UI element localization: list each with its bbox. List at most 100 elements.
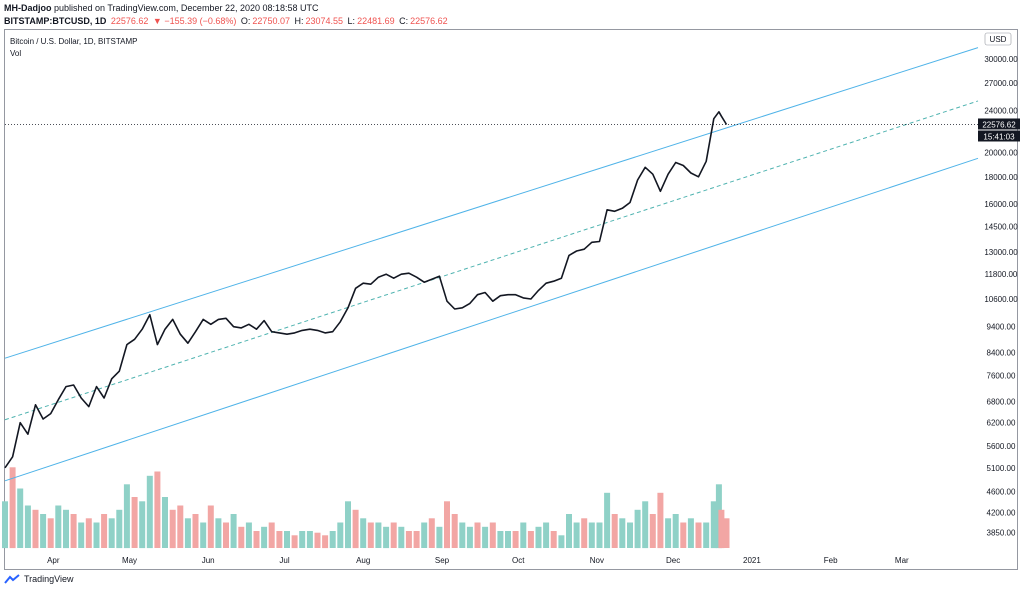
volume-bar: [261, 526, 268, 549]
author-name[interactable]: MH-Dadjoo: [4, 3, 52, 13]
volume-bar: [238, 526, 245, 549]
volume-bar: [680, 522, 687, 548]
volume-bar: [9, 467, 16, 549]
volume-bar: [497, 531, 504, 548]
volume-bar: [573, 522, 580, 548]
volume-bar: [184, 518, 191, 548]
volume-bar: [93, 522, 100, 548]
volume-bar: [253, 531, 260, 548]
volume-bar: [604, 492, 611, 549]
volume-bar: [131, 497, 138, 548]
volume-bar: [466, 526, 473, 549]
volume-bar: [116, 509, 123, 549]
volume-bar: [489, 522, 496, 548]
volume-bar: [352, 509, 359, 549]
volume-bar: [268, 522, 275, 548]
volume-bar: [337, 522, 344, 548]
volume-bar: [329, 531, 336, 548]
price-line: [4, 111, 728, 469]
volume-bar: [367, 522, 374, 548]
volume-bar: [566, 514, 572, 548]
volume-bar: [398, 526, 405, 549]
volume-bar: [451, 514, 458, 548]
volume-bars: [2, 467, 730, 549]
volume-bar: [169, 509, 176, 549]
volume-bar: [139, 501, 146, 549]
tradingview-logo-icon: [4, 574, 20, 584]
channel-upper-line: [4, 47, 979, 359]
volume-bar: [596, 522, 603, 548]
volume-bar: [543, 522, 550, 548]
chart-legend: Bitcoin / U.S. Dollar, 1D, BITSTAMP Vol: [10, 36, 137, 60]
volume-bar: [649, 514, 656, 548]
volume-bar: [375, 522, 382, 548]
legend-title: Bitcoin / U.S. Dollar, 1D, BITSTAMP: [10, 37, 138, 46]
regression-channel[interactable]: [4, 47, 979, 482]
symbol-label: BITSTAMP:BTCUSD, 1D: [4, 16, 107, 26]
legend-volume: Vol: [10, 49, 22, 58]
volume-bar: [588, 522, 595, 548]
volume-bar: [413, 531, 420, 548]
volume-bar: [322, 535, 329, 549]
volume-bar: [78, 522, 85, 548]
volume-bar: [123, 484, 130, 549]
price-tick-label: 4600.00: [987, 488, 1016, 497]
chart-header: MH-Dadjoo published on TradingView.com, …: [4, 2, 450, 28]
price-tick-label: 8400.00: [987, 349, 1016, 358]
last-price-tag-value: 22576.62: [982, 120, 1016, 129]
price-tick-label: 30000.00: [984, 55, 1018, 64]
time-tick-label: Mar: [895, 556, 909, 565]
price-tick-label: 27000.00: [984, 79, 1018, 88]
volume-bar: [63, 509, 69, 549]
price-tick-label: 20000.00: [984, 149, 1018, 158]
price-axis[interactable]: 30000.00 27000.00 24000.00 20000.00 18000.00…: [984, 55, 1018, 538]
volume-bar: [101, 514, 108, 548]
volume-bar: [32, 509, 39, 549]
countdown-value: 15:41:03: [983, 132, 1015, 141]
volume-bar: [444, 501, 450, 549]
volume-bar: [390, 522, 397, 548]
price-tick-label: 9400.00: [987, 323, 1016, 332]
volume-bar: [665, 518, 672, 548]
volume-bar: [512, 531, 519, 548]
volume-bar: [627, 522, 633, 548]
price-tick-label: 3850.00: [987, 529, 1016, 538]
volume-bar: [474, 522, 481, 548]
price-tick-label: 14500.00: [984, 223, 1018, 232]
volume-bar: [345, 501, 351, 549]
time-tick-label: Sep: [435, 556, 450, 565]
volume-bar: [192, 514, 199, 548]
chart-frame[interactable]: [4, 29, 1018, 570]
volume-bar: [85, 518, 92, 548]
price-tick-label: 6800.00: [987, 397, 1016, 406]
currency-badge[interactable]: USD: [984, 32, 1012, 46]
high-label: H:: [294, 16, 304, 26]
price-change: ▼ −155.39 (−0.68%): [152, 16, 237, 26]
volume-bar: [405, 531, 412, 548]
volume-bar: [687, 518, 694, 548]
volume-bar: [177, 505, 184, 548]
time-tick-label: 2021: [743, 556, 761, 565]
price-tick-label: 10600.00: [984, 295, 1018, 304]
volume-bar: [299, 531, 306, 548]
close-value: 22576.62: [410, 16, 448, 26]
volume-bar: [200, 522, 207, 548]
time-axis[interactable]: Apr May Jun Jul Aug Sep Oct Nov Dec 2021 Feb Mar: [47, 556, 909, 565]
volume-bar: [291, 535, 298, 549]
volume-bar: [527, 531, 534, 548]
volume-bar: [723, 518, 730, 548]
open-value: 22750.07: [252, 16, 290, 26]
volume-bar: [710, 501, 717, 549]
volume-bar: [657, 492, 664, 549]
volume-bar: [558, 535, 565, 549]
volume-bar: [428, 518, 435, 548]
brand-label: TradingView: [24, 574, 74, 584]
time-tick-label: Dec: [666, 556, 680, 565]
time-tick-label: Feb: [824, 556, 838, 565]
volume-bar: [642, 501, 649, 549]
published-text: published on TradingView.com, December 2…: [54, 3, 319, 13]
volume-bar: [276, 531, 283, 548]
open-label: O:: [240, 16, 251, 26]
time-tick-label: Apr: [47, 556, 60, 565]
